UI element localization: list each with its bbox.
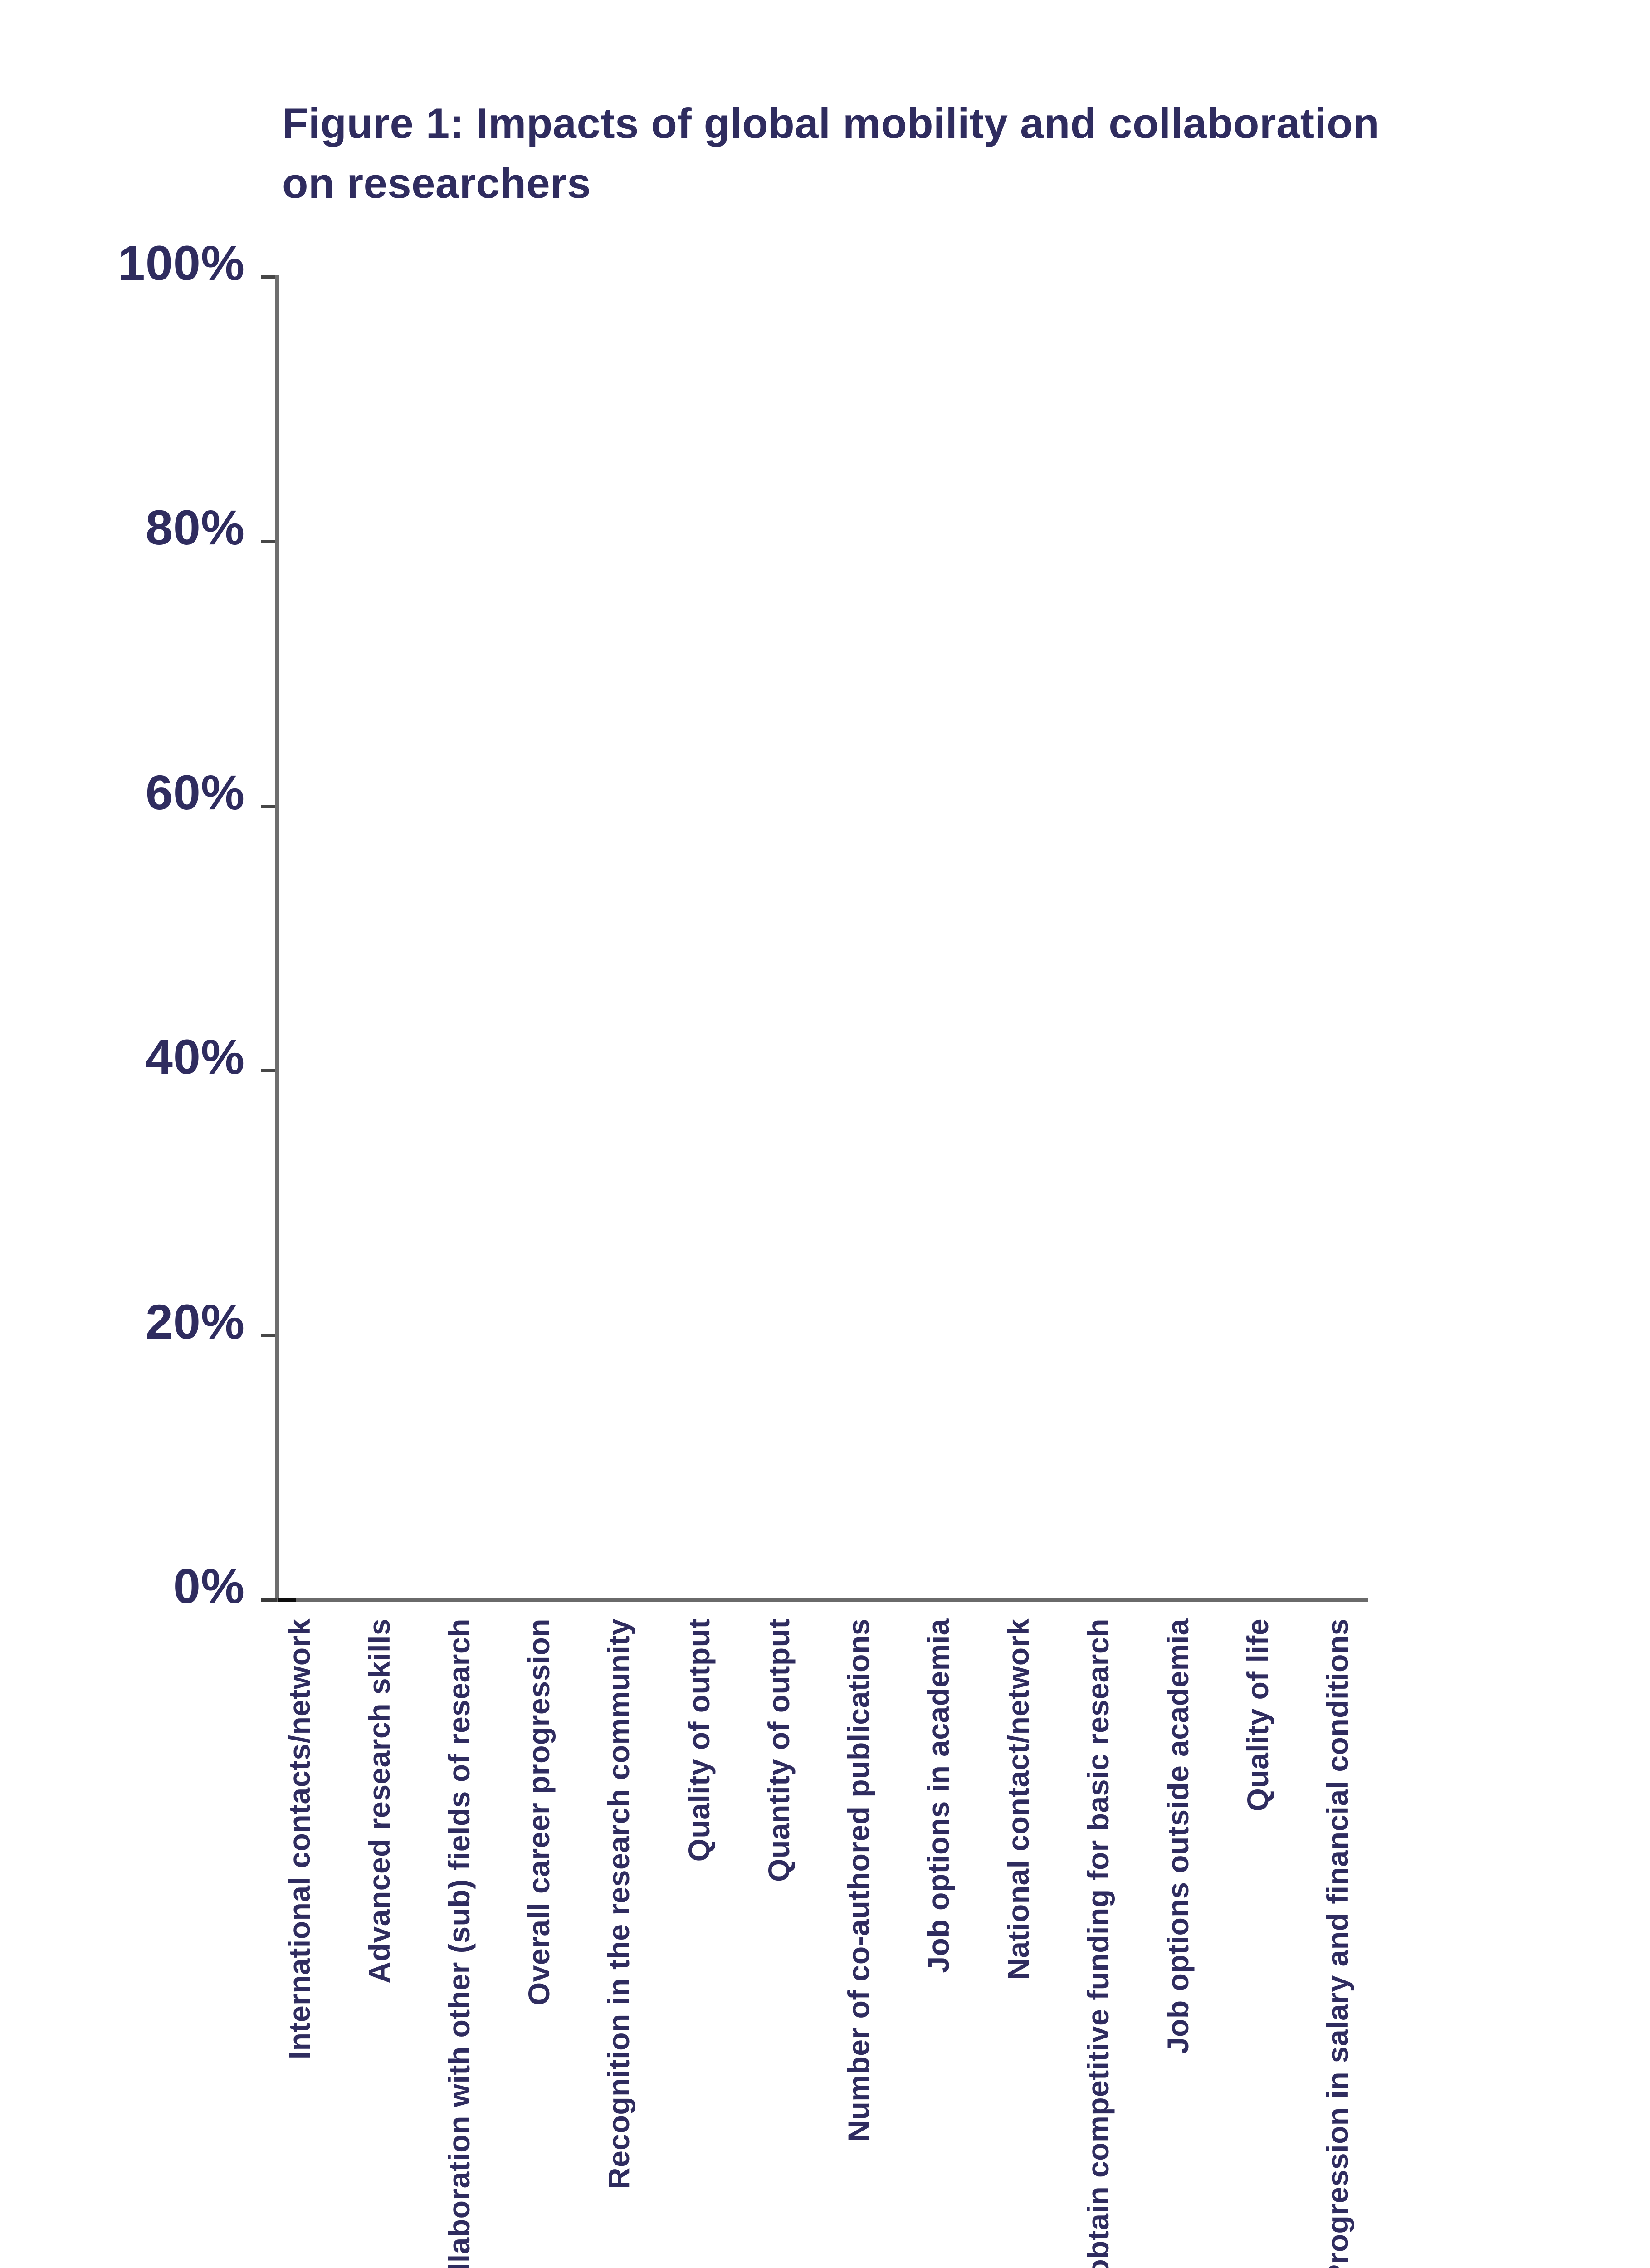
y-tick-label-60: 60% (145, 765, 245, 820)
x-category-label-6: Quality of output (682, 1618, 716, 1862)
y-tick-label-100: 100% (117, 235, 245, 290)
x-category-label-9: Job options in academia (922, 1618, 955, 1973)
y-tick-mark-20 (261, 1334, 277, 1337)
x-axis-baseline (261, 1598, 1368, 1602)
x-category-label-3: Collaboration with other (sub) fields of… (442, 1618, 476, 2268)
figure-title: Figure 1: Impacts of global mobility and… (282, 93, 1461, 213)
y-tick-mark-80 (261, 540, 277, 543)
y-tick-mark-0 (261, 1598, 277, 1602)
y-tick-mark-40 (261, 1069, 277, 1072)
x-category-label-1: International contacts/network (283, 1618, 316, 2060)
y-axis-line (275, 275, 279, 1602)
y-tick-mark-100 (261, 275, 277, 279)
y-tick-label-0: 0% (173, 1559, 245, 1613)
x-category-label-12: Job options outside academia (1161, 1618, 1195, 2054)
y-tick-label-20: 20% (145, 1294, 245, 1349)
y-tick-mark-60 (261, 805, 277, 808)
y-tick-label-40: 40% (145, 1029, 245, 1084)
x-category-label-4: Overall career progression (522, 1618, 556, 2006)
x-category-label-5: Recognition in the research community (602, 1618, 635, 2190)
origin-baseline-segment (278, 1598, 296, 1602)
figure-title-line-2: on researchers (282, 159, 591, 207)
figure-title-line-1: Figure 1: Impacts of global mobility and… (282, 99, 1379, 147)
x-category-label-2: Advanced research skills (362, 1618, 396, 1984)
plot-area (279, 277, 1368, 1598)
x-category-label-8: Number of co-authored publications (842, 1618, 875, 2142)
x-category-label-14: Progression in salary and financial cond… (1321, 1618, 1354, 2268)
y-tick-label-80: 80% (145, 500, 245, 555)
x-category-label-10: National contact/network (1001, 1618, 1035, 1980)
x-category-label-11: Ability to obtain competitive funding fo… (1081, 1618, 1115, 2268)
x-category-label-13: Quality of life (1241, 1618, 1274, 1812)
x-category-label-7: Quantity of output (762, 1618, 796, 1882)
